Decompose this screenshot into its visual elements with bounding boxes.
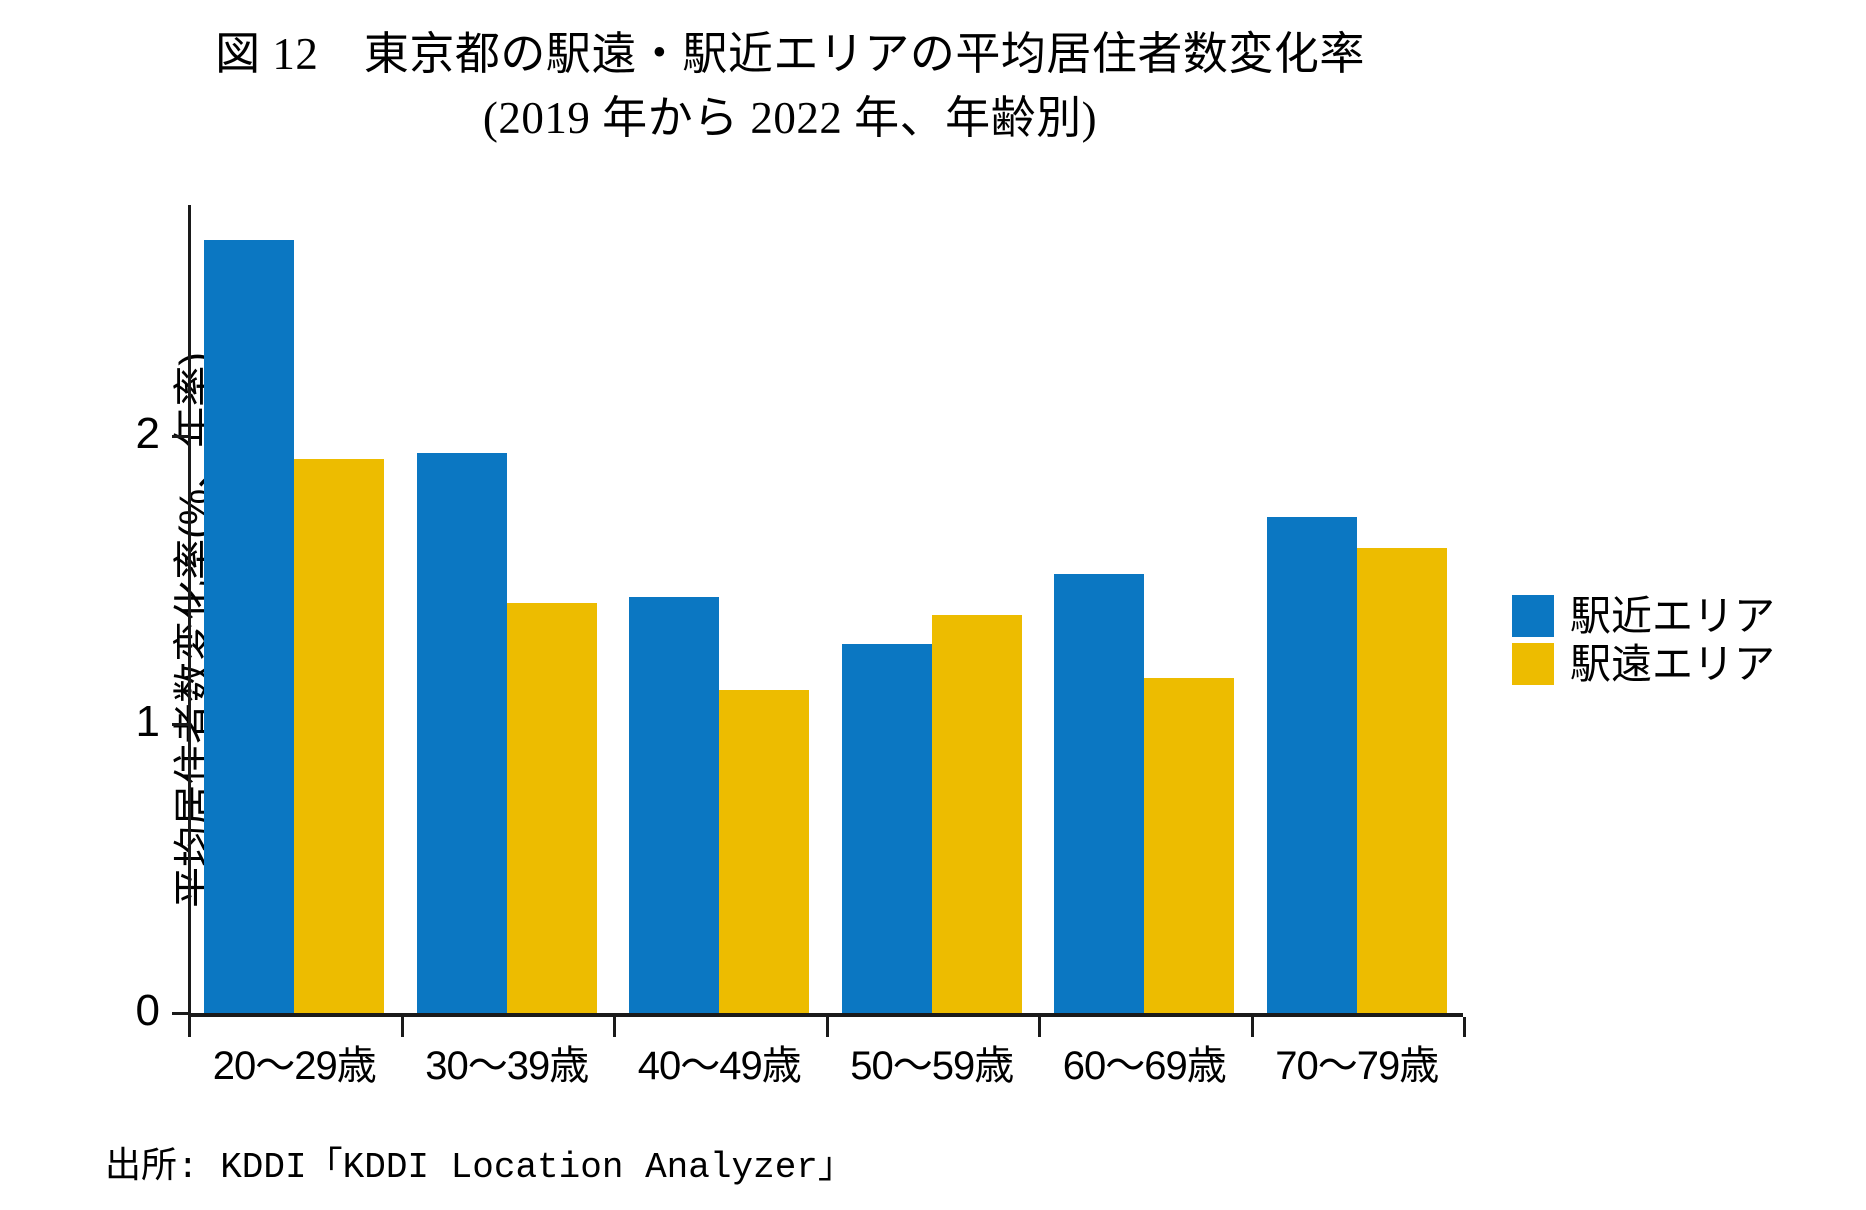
chart-legend: 駅近エリア 駅遠エリア [1512, 592, 1775, 688]
bar [204, 239, 295, 1013]
x-tick-mark [1250, 1017, 1254, 1037]
x-tick-mark [1463, 1017, 1466, 1037]
bar [1054, 574, 1145, 1013]
figure-title-line-2: (2019 年から 2022 年、年齢別) [482, 93, 1098, 143]
x-tick-label: 60〜69歳 [1062, 1044, 1227, 1088]
x-tick-label: 70〜79歳 [1275, 1044, 1439, 1088]
legend-item[interactable]: 駅近エリア [1512, 592, 1775, 640]
bar [506, 603, 597, 1013]
bar [1356, 548, 1447, 1013]
y-tick-label: 1 [135, 697, 160, 747]
legend-swatch-icon [1512, 643, 1554, 685]
legend-label: 駅遠エリア [1570, 641, 1775, 687]
x-tick-label: 30〜39歳 [425, 1044, 589, 1088]
legend-item[interactable]: 駅遠エリア [1512, 640, 1775, 688]
source-note: 出所: KDDI「KDDI Location Analyzer」 [105, 1147, 854, 1188]
figure-title-line-1: 図 12 東京都の駅遠・駅近エリアの平均居住者数変化率 [215, 29, 1365, 79]
y-tick-mark [172, 434, 190, 438]
x-tick-label: 20〜29歳 [212, 1044, 377, 1088]
y-tick-mark [172, 1012, 190, 1015]
bars-layer [188, 205, 1463, 1013]
x-tick-mark [400, 1017, 404, 1037]
bar [719, 689, 810, 1013]
y-tick-label: 0 [135, 986, 160, 1035]
x-tick-mark [613, 1017, 616, 1037]
x-axis-line [188, 1013, 1463, 1017]
bar [294, 458, 385, 1013]
x-tick-mark [1038, 1017, 1041, 1037]
bar [629, 597, 720, 1013]
x-tick-label: 40〜49歳 [637, 1044, 802, 1088]
bar [931, 614, 1022, 1013]
x-tick-label: 50〜59歳 [850, 1044, 1014, 1088]
y-tick-label: 2 [135, 408, 160, 458]
bar [841, 643, 932, 1013]
figure-title-block: 図 12 東京都の駅遠・駅近エリアの平均居住者数変化率 (2019 年から 20… [0, 22, 1580, 150]
y-tick-mark [172, 723, 190, 727]
bar [1144, 678, 1235, 1013]
x-tick-mark [188, 1017, 191, 1037]
x-tick-mark [825, 1017, 829, 1037]
bar [1266, 516, 1357, 1013]
legend-label: 駅近エリア [1570, 593, 1775, 639]
bar [416, 453, 507, 1013]
y-axis-line [188, 205, 191, 1017]
legend-swatch-icon [1512, 595, 1554, 637]
